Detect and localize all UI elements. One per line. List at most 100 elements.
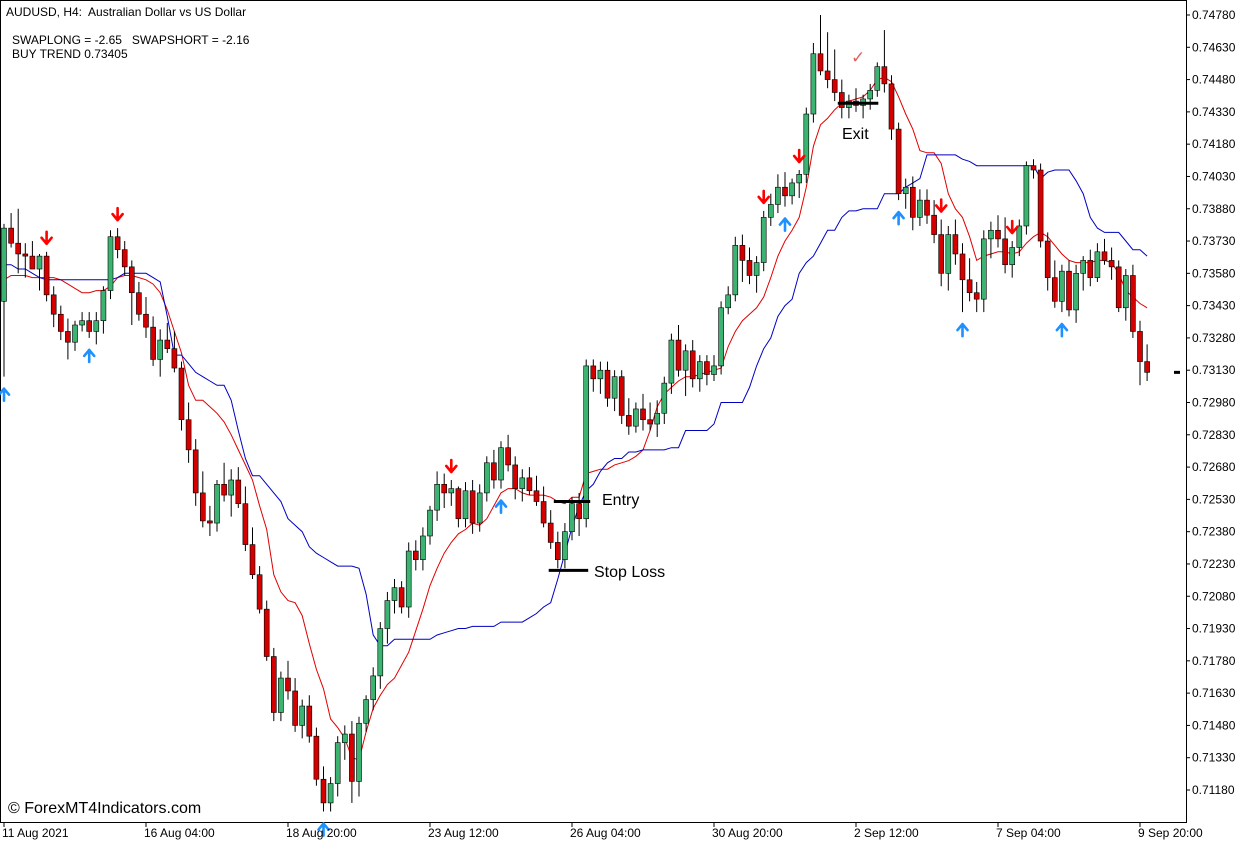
candle-body	[299, 705, 306, 726]
candle	[1023, 161, 1030, 235]
candle	[1016, 219, 1023, 257]
candle	[86, 312, 92, 338]
y-tick-label: 0.71930	[1192, 622, 1236, 636]
candle-body	[200, 492, 206, 522]
candle	[157, 329, 163, 377]
candle-body	[924, 199, 930, 216]
candle-body	[93, 320, 100, 332]
buy-arrow-icon	[0, 387, 11, 402]
y-tick-label: 0.72380	[1192, 525, 1236, 539]
candle	[590, 359, 597, 392]
candle	[363, 695, 369, 732]
candle-body	[292, 690, 298, 726]
candle-body	[576, 503, 582, 520]
candle	[1066, 260, 1072, 317]
candle-body	[1137, 331, 1143, 362]
candle	[625, 398, 632, 435]
candle-body	[129, 266, 135, 294]
y-tick-label: 0.74480	[1192, 73, 1236, 87]
candle	[654, 400, 661, 437]
candle	[1009, 241, 1016, 278]
candle	[57, 305, 64, 341]
candle	[405, 542, 412, 618]
candle-body	[633, 408, 639, 427]
candle	[491, 449, 497, 489]
candle-body	[881, 66, 888, 85]
candle	[100, 286, 107, 334]
candle	[604, 361, 611, 407]
candle-body	[895, 128, 902, 194]
candle	[214, 480, 220, 532]
sell-arrow-icon	[40, 230, 53, 246]
candle	[966, 258, 973, 302]
candle	[583, 359, 590, 528]
candle	[341, 725, 348, 760]
candle-body	[43, 255, 50, 296]
x-tick-label: 26 Aug 04:00	[570, 826, 641, 840]
candle	[867, 83, 874, 110]
candle	[519, 469, 526, 502]
candle-body	[434, 484, 440, 511]
candle	[207, 505, 213, 536]
candle-body	[824, 70, 831, 80]
candle	[526, 467, 533, 496]
candle	[427, 505, 433, 545]
buy-arrow-icon	[778, 217, 792, 232]
candle	[838, 79, 845, 119]
red-line	[3, 76, 1148, 761]
candle-body	[931, 214, 937, 235]
sell-arrow-icon	[1005, 219, 1019, 235]
y-tick-label: 0.74030	[1192, 169, 1236, 183]
candle	[1144, 344, 1150, 381]
candle	[1, 223, 7, 377]
candle	[483, 456, 490, 502]
candle-body	[136, 292, 142, 315]
candle-body	[192, 449, 199, 494]
candle-body	[1144, 361, 1150, 373]
candle	[554, 531, 561, 569]
candle-body	[704, 361, 710, 375]
candle-body	[228, 479, 234, 496]
candle-body	[867, 90, 874, 100]
candle-body	[50, 294, 57, 315]
candle	[150, 316, 156, 366]
candle-body	[888, 83, 895, 130]
candle	[171, 331, 178, 373]
candle-body	[164, 339, 171, 349]
candle-body	[405, 550, 412, 608]
y-tick-label: 0.73580	[1192, 266, 1236, 280]
candle-body	[980, 238, 987, 300]
candle	[50, 286, 57, 328]
chart-title: AUDUSD, H4: Australian Dollar vs US Doll…	[6, 5, 247, 19]
candle-body	[1123, 275, 1129, 309]
sell-arrow-icon	[934, 198, 948, 213]
candle-body	[789, 182, 795, 197]
price-axis: 0.74780 0.74630 0.74480 0.74330 0.74180 0.740…	[1174, 8, 1236, 797]
candle	[278, 671, 284, 722]
sell-arrow-icon	[111, 206, 124, 222]
candle-body	[505, 447, 511, 466]
candle-body	[143, 313, 149, 328]
candle	[767, 193, 774, 226]
y-tick-label: 0.72980	[1192, 396, 1236, 410]
candle-body	[462, 490, 469, 520]
candle-body	[263, 608, 270, 657]
candle-body	[810, 53, 817, 115]
x-tick-label: 2 Sep 12:00	[854, 826, 919, 840]
candle	[1044, 232, 1051, 291]
candle	[668, 333, 675, 394]
candle-body	[1059, 270, 1065, 302]
candle-body	[214, 484, 220, 524]
candle-body	[775, 186, 781, 205]
candle-body	[384, 600, 391, 629]
candle	[434, 471, 440, 521]
candle-body	[1030, 165, 1037, 171]
candle	[15, 208, 21, 274]
candle	[945, 225, 952, 291]
y-tick-label: 0.74780	[1192, 8, 1236, 22]
candle-body	[1108, 260, 1115, 268]
candle	[200, 471, 206, 528]
candle	[988, 221, 994, 259]
y-tick-label: 0.71330	[1192, 751, 1236, 765]
